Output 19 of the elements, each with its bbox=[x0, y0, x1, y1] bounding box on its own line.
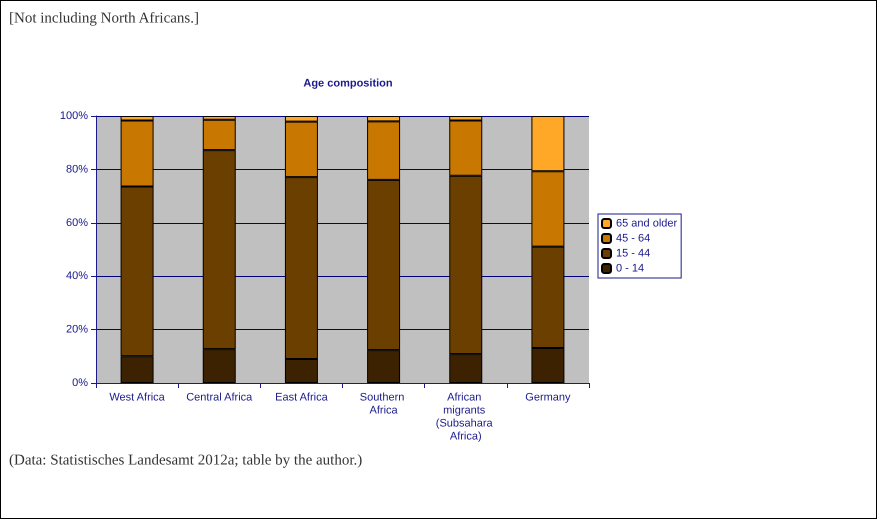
y-tick-label: 20% bbox=[66, 324, 88, 336]
legend-label: 15 - 44 bbox=[616, 248, 650, 260]
legend-label: 45 - 64 bbox=[616, 232, 650, 244]
x-tick-label: West Africa bbox=[109, 392, 166, 404]
legend-label: 0 - 14 bbox=[616, 262, 644, 274]
text: [Not including North Africans.] bbox=[9, 10, 199, 26]
x-tick-label: Southern Africa bbox=[360, 392, 408, 416]
x-tick-label: Central Africa bbox=[186, 392, 254, 404]
y-tick-label: 60% bbox=[66, 216, 88, 229]
legend-label: 65 and older bbox=[616, 218, 678, 230]
y-tick-label: 0% bbox=[72, 377, 88, 389]
x-tick-label: Germany bbox=[525, 392, 572, 404]
y-tick-label: 40% bbox=[66, 270, 88, 282]
chart-title: Age composition bbox=[303, 78, 393, 90]
text: (Data: Statistisches Landesamt 2012a; table by the author.) bbox=[9, 452, 362, 468]
x-tick-label: East Africa bbox=[275, 392, 329, 404]
x-tick-label: African migrants (Subsahara Africa) bbox=[436, 392, 496, 442]
y-tick-label: 80% bbox=[66, 163, 88, 176]
y-tick-label: 100% bbox=[60, 110, 88, 122]
